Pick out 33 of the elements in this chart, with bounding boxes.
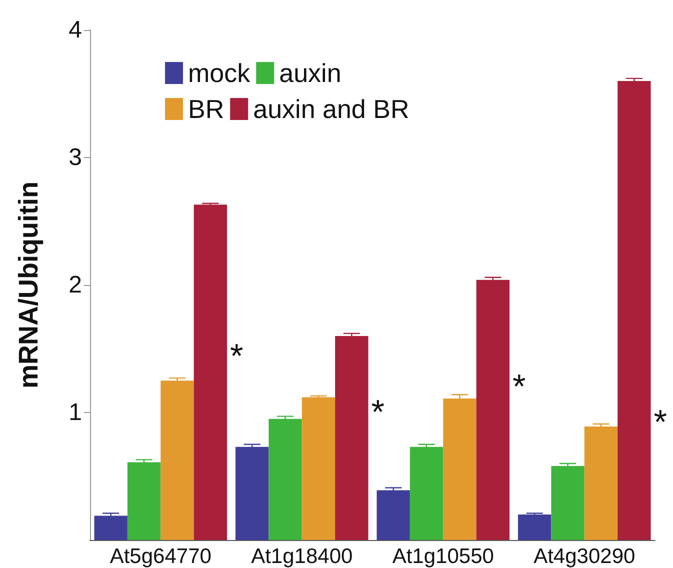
- bar: [584, 426, 618, 540]
- bar: [618, 81, 651, 540]
- bar: [410, 446, 444, 540]
- bar: [194, 204, 228, 540]
- bar: [94, 516, 128, 540]
- legend-label: mock: [188, 58, 252, 88]
- bar: [376, 490, 410, 540]
- x-tick-label: At5g64770: [110, 545, 212, 568]
- x-tick-label: At1g18400: [251, 545, 353, 568]
- bar: [335, 336, 368, 540]
- bar: [518, 514, 552, 540]
- annotation: *: [230, 337, 244, 376]
- annotation: *: [512, 368, 526, 406]
- bar: [127, 462, 161, 540]
- bar: [268, 418, 302, 540]
- legend-label: BR: [188, 94, 224, 124]
- y-tick-label: 1: [68, 399, 82, 426]
- bar: [160, 380, 194, 540]
- annotation: *: [371, 394, 384, 432]
- y-tick-label: 4: [68, 16, 82, 44]
- legend-label: auxin and BR: [253, 94, 410, 124]
- bar: [235, 446, 269, 540]
- x-tick-label: At4g30290: [534, 545, 636, 568]
- y-axis-title: mRNA/Ubiquitin: [14, 182, 44, 388]
- bar: [443, 398, 476, 540]
- bar: [551, 466, 584, 540]
- y-tick-label: 2: [68, 272, 82, 298]
- bar: [302, 397, 336, 540]
- annotation: *: [654, 404, 667, 442]
- legend-label: auxin: [279, 58, 342, 88]
- y-tick-label: 3: [68, 144, 82, 171]
- bar: [476, 280, 510, 540]
- x-tick-label: At1g10550: [392, 545, 494, 568]
